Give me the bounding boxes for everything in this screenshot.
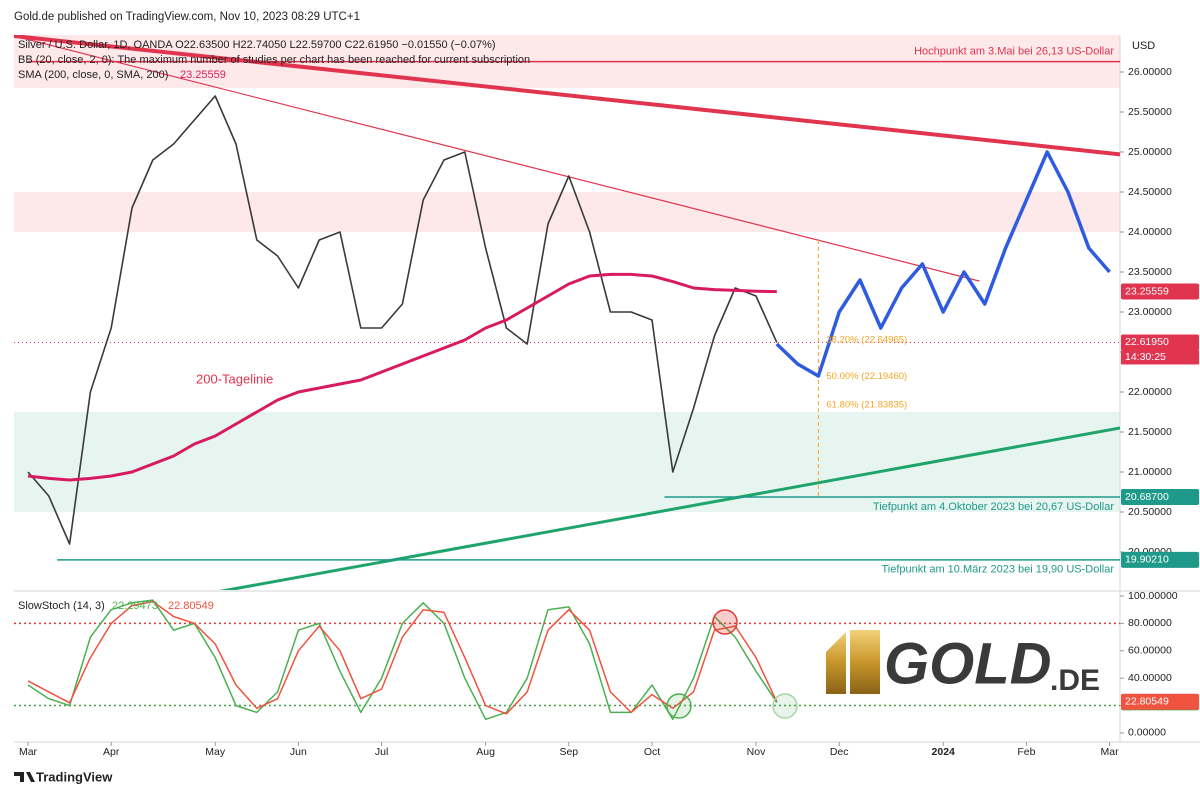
- legend-line: SMA (200, close, 0, SMA, 200): [18, 69, 168, 81]
- fib-label: 50.00% (22.19460): [826, 371, 907, 382]
- y-tick-label: 21.00000: [1128, 466, 1172, 478]
- trendline: [219, 426, 1120, 590]
- price-tag-label: 23.25559: [1125, 285, 1169, 297]
- series-line: [27, 600, 778, 715]
- highlight-circle: [772, 693, 798, 719]
- publisher: Gold.de published on TradingView.com, No…: [14, 11, 360, 23]
- x-tick-label: 2024: [932, 746, 956, 758]
- price-tag: [1121, 283, 1199, 300]
- annotation: 200-Tagelinie: [196, 371, 273, 386]
- price-tag-label: 22.61950: [1125, 336, 1169, 348]
- y-tick-label: 100.00000: [1128, 590, 1178, 602]
- series-line: [775, 150, 1111, 378]
- highlight-circle: [712, 609, 738, 635]
- y-tick-label: 40.00000: [1128, 672, 1172, 684]
- y-tick-label: 22.00000: [1128, 386, 1172, 398]
- price-tag: [1121, 693, 1199, 710]
- price-tag: [1121, 551, 1199, 568]
- x-tick-label: Jun: [290, 746, 307, 758]
- stoch-panel: [14, 599, 1120, 721]
- y-tick-label: 20.50000: [1128, 506, 1172, 518]
- price-tag-label: 20.68700: [1125, 491, 1169, 503]
- y-tick-label: 25.50000: [1128, 106, 1172, 118]
- stoch-legend-value: 22.29473: [112, 600, 158, 612]
- footer-logo: [14, 772, 35, 782]
- countdown-label: 14:30:25: [1125, 351, 1166, 363]
- stoch-legend-value: 22.80549: [168, 600, 214, 612]
- y-tick-label: 24.00000: [1128, 226, 1172, 238]
- series-line: [27, 272, 777, 482]
- y-tick-label: 23.50000: [1128, 266, 1172, 278]
- price-tag: [1121, 489, 1199, 506]
- trendline: [14, 35, 1120, 157]
- fib-label: 61.80% (21.83835): [826, 399, 907, 410]
- logo: GOLD .DE: [826, 630, 1100, 697]
- fib-label: 38.20% (22.64965): [826, 335, 907, 346]
- footer-brand: TradingView: [36, 769, 113, 784]
- legend-value: 23.25559: [180, 69, 226, 81]
- level-label: Hochpunkt am 3.Mai bei 26,13 US-Dollar: [914, 46, 1114, 58]
- x-tick-label: Oct: [644, 746, 660, 758]
- level-label: Tiefpunkt am 4.Oktober 2023 bei 20,67 US…: [873, 501, 1114, 513]
- y-tick-label: 21.50000: [1128, 426, 1172, 438]
- x-tick-label: Nov: [747, 746, 766, 758]
- price-tag: [1121, 334, 1199, 351]
- legend-line: Silver / U.S. Dollar, 1D, OANDA O22.6350…: [18, 39, 496, 51]
- y-tick-label: 80.00000: [1128, 617, 1172, 629]
- y-tick-label: 60.00000: [1128, 645, 1172, 657]
- main-panel: [14, 35, 1120, 590]
- highlight-circle: [666, 693, 692, 719]
- y-tick-label: 26.00000: [1128, 66, 1172, 78]
- legend-line: BB (20, close, 2, 0): The maximum number…: [18, 54, 530, 66]
- series-line: [27, 95, 778, 545]
- y-tick-label: 23.00000: [1128, 306, 1172, 318]
- y-tick-label: 25.00000: [1128, 146, 1172, 158]
- logo-suffix: .DE: [1050, 664, 1100, 697]
- logo-mark: [826, 630, 880, 694]
- x-tick-label: Mar: [19, 746, 38, 758]
- series-line: [27, 599, 778, 721]
- y-tick-label: 0.00000: [1128, 727, 1166, 739]
- countdown-tag: [1121, 350, 1199, 365]
- x-tick-label: Aug: [476, 746, 495, 758]
- price-tag-label: 19.90210: [1125, 554, 1169, 566]
- logo-text: GOLD: [884, 631, 1052, 696]
- currency: USD: [1132, 40, 1155, 52]
- price-tag-label: 22.80549: [1125, 695, 1169, 707]
- x-tick-label: Feb: [1017, 746, 1035, 758]
- x-tick-label: Mar: [1101, 746, 1120, 758]
- x-tick-label: Jul: [375, 746, 388, 758]
- x-tick-label: May: [205, 746, 226, 758]
- level-label: Tiefpunkt am 10.März 2023 bei 19,90 US-D…: [881, 564, 1114, 576]
- x-tick-label: Dec: [830, 746, 849, 758]
- y-tick-label: 24.50000: [1128, 186, 1172, 198]
- stoch-title: SlowStoch (14, 3): [18, 600, 105, 612]
- zone: [14, 192, 1120, 232]
- x-tick-label: Sep: [559, 746, 578, 758]
- x-tick-label: Apr: [103, 746, 120, 758]
